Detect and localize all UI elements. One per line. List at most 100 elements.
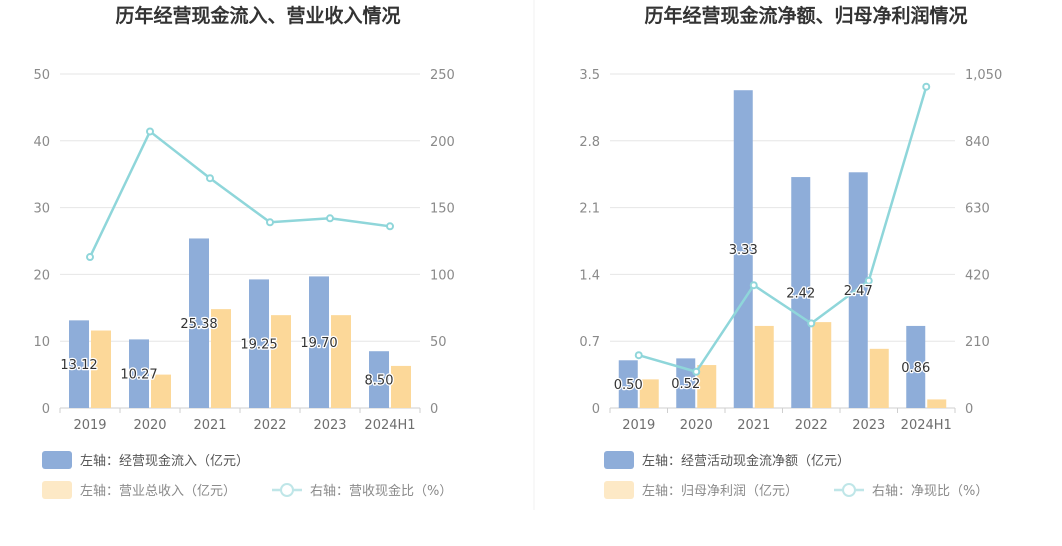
bar-revenue	[331, 315, 351, 408]
ratio-line	[88, 130, 391, 258]
bar-net-profit	[639, 379, 659, 408]
data-label: 0.86	[901, 361, 930, 376]
chart-title: 历年经营现金流入、营业收入情况	[115, 4, 400, 27]
bar-revenue	[211, 309, 231, 408]
bar-revenue	[271, 315, 291, 408]
ratio-point	[86, 253, 94, 262]
bar-cash-inflow	[189, 238, 209, 408]
y-right-tick-label: 840	[965, 135, 990, 150]
ratio-point	[807, 319, 816, 328]
legend-line-marker	[280, 483, 294, 497]
y-left-tick-label: 2.8	[579, 135, 600, 150]
ratio-point	[634, 351, 643, 360]
y-right-tick-label: 1,050	[965, 68, 1002, 83]
legend-label: 右轴：营收现金比（%）	[310, 483, 452, 499]
data-label: 19.25	[240, 338, 277, 353]
y-left-tick-label: 40	[33, 135, 50, 150]
y-right-tick-label: 50	[430, 335, 447, 350]
x-tick-label: 2022	[795, 418, 828, 433]
y-left-tick-label: 50	[33, 68, 50, 83]
ratio-line	[638, 86, 928, 373]
data-label: 25.38	[180, 317, 217, 332]
legend-swatch	[42, 451, 72, 469]
data-label: 8.50	[365, 374, 394, 389]
bar-net-profit	[697, 365, 717, 408]
y-right-tick-label: 100	[430, 268, 455, 283]
bar-cash-inflow	[249, 279, 269, 408]
y-left-tick-label: 1.4	[579, 268, 600, 283]
bar-net-cashflow	[906, 325, 926, 408]
y-left-tick-label: 30	[33, 202, 50, 217]
y-left-tick-label: 0	[42, 402, 50, 417]
y-left-tick-label: 2.1	[579, 202, 600, 217]
bar-net-cashflow	[733, 90, 753, 409]
chart-panel-cashflow-revenue: 历年经营现金流入、营业收入情况 0 0 10 50 20 100 30 150 40 200 50 25…	[33, 4, 455, 499]
data-label: 13.12	[60, 358, 97, 373]
y-right-tick-label: 150	[430, 202, 455, 217]
legend-swatch	[604, 481, 634, 499]
x-tick-label: 2023	[852, 418, 885, 433]
legend-swatch	[604, 451, 634, 469]
legend-label: 左轴：经营现金流入（亿元）	[80, 453, 249, 469]
y-right-tick-label: 250	[430, 68, 455, 83]
y-right-tick-label: 200	[430, 135, 455, 150]
bar-net-profit	[812, 322, 832, 408]
bar-net-profit	[869, 348, 889, 408]
x-tick-label: 2023	[313, 418, 346, 433]
y-left-tick-label: 0.7	[579, 335, 600, 350]
x-tick-label: 2019	[622, 418, 655, 433]
bar-cash-inflow	[69, 320, 89, 408]
legend-swatch	[42, 481, 72, 499]
data-label: 10.27	[120, 368, 157, 383]
bar-revenue	[151, 374, 171, 408]
data-label: 0.50	[614, 378, 643, 393]
bar-cash-inflow	[309, 276, 329, 408]
x-tick-label: 2021	[193, 418, 226, 433]
bar-net-cashflow	[848, 172, 868, 408]
bar-cash-inflow	[369, 351, 389, 408]
bar-net-profit	[927, 399, 947, 408]
bar-net-cashflow	[791, 177, 811, 408]
legend-label: 左轴：营业总收入（亿元）	[80, 484, 236, 499]
data-label: 2.42	[786, 287, 815, 302]
x-tick-label: 2020	[133, 418, 166, 433]
y-right-tick-label: 0	[965, 402, 973, 417]
data-label: 0.52	[671, 377, 700, 392]
y-left-tick-label: 0	[592, 402, 600, 417]
ratio-point	[146, 127, 154, 136]
x-tick-label: 2019	[73, 418, 106, 433]
ratio-point	[386, 222, 394, 231]
ratio-point	[266, 218, 274, 227]
ratio-point	[922, 82, 931, 91]
legend-label: 右轴：净现比（%）	[872, 484, 988, 499]
chart-panel-netcash-netprofit: 历年经营现金流净额、归母净利润情况 0 0 0.7 210 1.4 420 2.1 630 2.8…	[579, 4, 1002, 499]
ratio-point	[864, 276, 873, 285]
y-left-tick-label: 20	[33, 268, 50, 283]
x-tick-label: 2024H1	[901, 418, 952, 433]
legend-label: 左轴：经营活动现金流净额（亿元）	[642, 453, 850, 469]
data-label: 19.70	[300, 336, 337, 351]
y-left-tick-label: 3.5	[579, 68, 600, 83]
y-right-tick-label: 210	[965, 335, 990, 350]
x-tick-label: 2024H1	[364, 418, 415, 433]
bar-net-profit	[754, 325, 774, 408]
bar-revenue	[91, 330, 111, 408]
ratio-point	[692, 367, 701, 376]
x-tick-label: 2021	[737, 418, 770, 433]
data-label: 2.47	[844, 284, 873, 299]
y-right-tick-label: 630	[965, 202, 990, 217]
ratio-point	[326, 214, 334, 223]
bar-cash-inflow	[129, 339, 149, 408]
y-left-tick-label: 10	[33, 335, 50, 350]
ratio-point	[206, 174, 214, 183]
chart-title: 历年经营现金流净额、归母净利润情况	[644, 4, 967, 27]
legend-line-marker	[842, 483, 856, 497]
data-label: 3.33	[729, 243, 758, 258]
bar-revenue	[391, 365, 411, 408]
legend-label: 左轴：归母净利润（亿元）	[642, 484, 798, 499]
y-right-tick-label: 0	[430, 402, 438, 417]
x-tick-label: 2020	[680, 418, 713, 433]
y-right-tick-label: 420	[965, 268, 990, 283]
bar-net-cashflow	[618, 360, 638, 408]
